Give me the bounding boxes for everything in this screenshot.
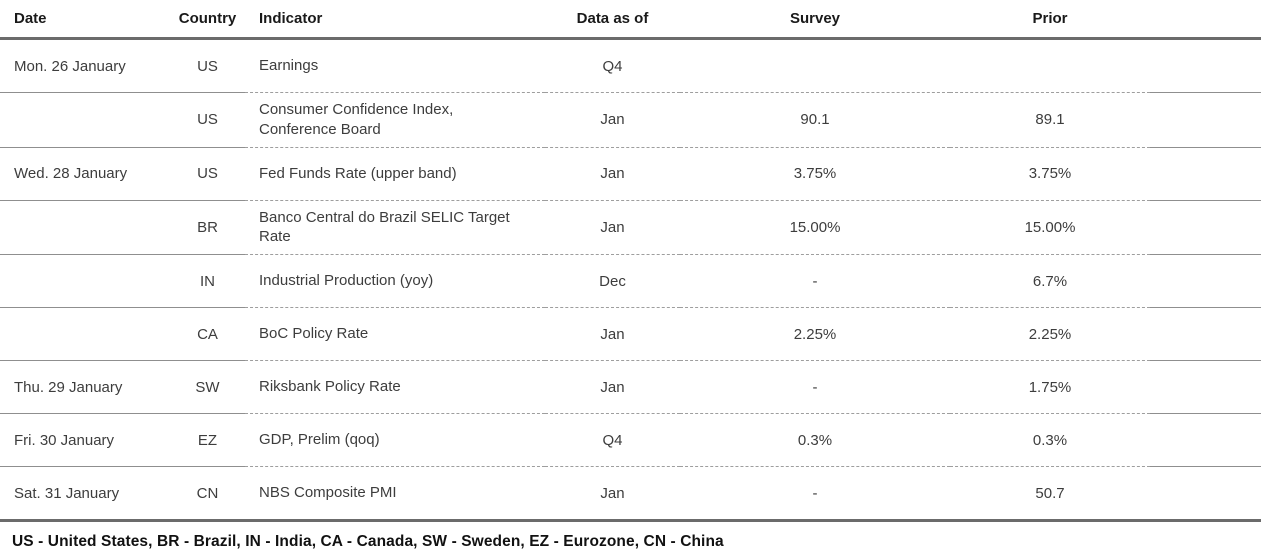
cell-date: Sat. 31 January (0, 466, 170, 523)
cell-indicator: Riksbank Policy Rate (245, 360, 545, 414)
cell-spacer (1150, 92, 1261, 148)
cell-data-as-of: Jan (545, 146, 680, 201)
cell-data-as-of: Jan (545, 199, 680, 255)
indicator-text: GDP, Prelim (qoq) (259, 431, 380, 449)
header-row: Date Country Indicator Data as of Survey… (0, 0, 1261, 40)
cell-country: US (170, 92, 245, 148)
cell-prior: 89.1 (950, 92, 1150, 148)
cell-country: US (170, 146, 245, 201)
cell-spacer (1150, 413, 1261, 467)
table-row: CA BoC Policy Rate Jan 2.25% 2.25% (0, 307, 1261, 361)
cell-survey: - (680, 254, 950, 308)
col-header-data-as-of: Data as of (545, 0, 680, 40)
cell-survey: 2.25% (680, 307, 950, 361)
cell-data-as-of: Jan (545, 307, 680, 361)
cell-spacer (1150, 360, 1261, 414)
cell-data-as-of: Q4 (602, 57, 623, 75)
cell-country: IN (170, 254, 245, 308)
table-row: US Consumer Confidence Index, Conference… (0, 92, 1261, 148)
indicator-text: Industrial Production (yoy) (259, 272, 434, 290)
cell-survey: 3.75% (680, 146, 950, 201)
cell-prior: 15.00% (950, 199, 1150, 255)
cell-prior (950, 39, 1150, 93)
col-header-country: Country (170, 0, 245, 40)
cell-date (0, 199, 170, 255)
table-row: Fri. 30 January EZ GDP, Prelim (qoq) Q4 … (0, 413, 1261, 467)
indicator-text: NBS Composite PMI (259, 484, 397, 502)
cell-indicator: Earnings (245, 39, 545, 93)
cell-country: CA (170, 307, 245, 361)
table-row: Wed. 28 January US Fed Funds Rate (upper… (0, 146, 1261, 201)
indicator-text: Consumer Confidence Index, Conference Bo… (259, 101, 454, 138)
cell-prior: 3.75% (950, 146, 1150, 201)
cell-date: Mon. 26 January (14, 57, 126, 75)
table-row: Thu. 29 January SW Riksbank Policy Rate … (0, 360, 1261, 414)
table-row: BR Banco Central do Brazil SELIC Target … (0, 199, 1261, 255)
cell-data-as-of: Jan (545, 360, 680, 414)
cell-spacer (1150, 307, 1261, 361)
cell-survey: 15.00% (680, 199, 950, 255)
cell-indicator: Fed Funds Rate (upper band) (245, 146, 545, 201)
col-header-prior: Prior (950, 0, 1150, 40)
cell-country: CN (170, 466, 245, 523)
cell-indicator: GDP, Prelim (qoq) (245, 413, 545, 467)
table-row: IN Industrial Production (yoy) Dec - 6.7… (0, 254, 1261, 308)
cell-data-as-of: Dec (545, 254, 680, 308)
cell-indicator: Consumer Confidence Index, Conference Bo… (245, 92, 545, 148)
cell-data-as-of: Jan (545, 92, 680, 148)
cell-spacer (1150, 254, 1261, 308)
col-header-survey: Survey (680, 0, 950, 40)
economic-calendar-table: Date Country Indicator Data as of Survey… (0, 0, 1261, 523)
cell-date: Fri. 30 January (0, 413, 170, 467)
cell-indicator: Banco Central do Brazil SELIC Target Rat… (245, 199, 545, 255)
country-legend: US - United States, BR - Brazil, IN - In… (12, 533, 724, 551)
cell-survey: - (680, 360, 950, 414)
cell-data-as-of: Q4 (545, 413, 680, 467)
cell-indicator: Industrial Production (yoy) (245, 254, 545, 308)
table-row: Sat. 31 January CN NBS Composite PMI Jan… (0, 466, 1261, 523)
cell-survey: - (680, 466, 950, 523)
cell-data-as-of: Jan (545, 466, 680, 523)
col-header-spacer (1150, 0, 1261, 40)
cell-country: EZ (170, 413, 245, 467)
indicator-text: Banco Central do Brazil SELIC Target Rat… (259, 208, 510, 246)
cell-indicator: BoC Policy Rate (245, 307, 545, 361)
cell-spacer (1150, 199, 1261, 255)
cell-date (0, 254, 170, 308)
indicator-text: Earnings (259, 57, 319, 75)
cell-prior: 0.3% (950, 413, 1150, 467)
cell-survey (680, 39, 950, 93)
col-header-indicator: Indicator (245, 0, 545, 40)
cell-spacer (1150, 39, 1261, 93)
cell-indicator: NBS Composite PMI (245, 466, 545, 523)
table-body: Mon. 26 January US Earnings Q4 US Consum… (0, 39, 1261, 523)
cell-country: US (197, 57, 218, 75)
cell-prior: 50.7 (950, 466, 1150, 523)
cell-spacer (1150, 466, 1261, 523)
cell-survey: 90.1 (680, 92, 950, 148)
indicator-text: Riksbank Policy Rate (259, 378, 401, 396)
cell-prior: 2.25% (950, 307, 1150, 361)
cell-country: BR (170, 199, 245, 255)
cell-prior: 1.75% (950, 360, 1150, 414)
cell-date: Thu. 29 January (0, 360, 170, 414)
cell-survey: 0.3% (680, 413, 950, 467)
indicator-text: Fed Funds Rate (upper band) (259, 164, 457, 182)
cell-date (0, 92, 170, 148)
cell-spacer (1150, 146, 1261, 201)
indicator-text: BoC Policy Rate (259, 325, 369, 343)
table-row: Mon. 26 January US Earnings Q4 (0, 39, 1261, 93)
col-header-date: Date (0, 0, 170, 40)
cell-country: SW (170, 360, 245, 414)
cell-date (0, 307, 170, 361)
table-header: Date Country Indicator Data as of Survey… (0, 0, 1261, 40)
cell-date: Wed. 28 January (0, 146, 170, 201)
cell-prior: 6.7% (950, 254, 1150, 308)
